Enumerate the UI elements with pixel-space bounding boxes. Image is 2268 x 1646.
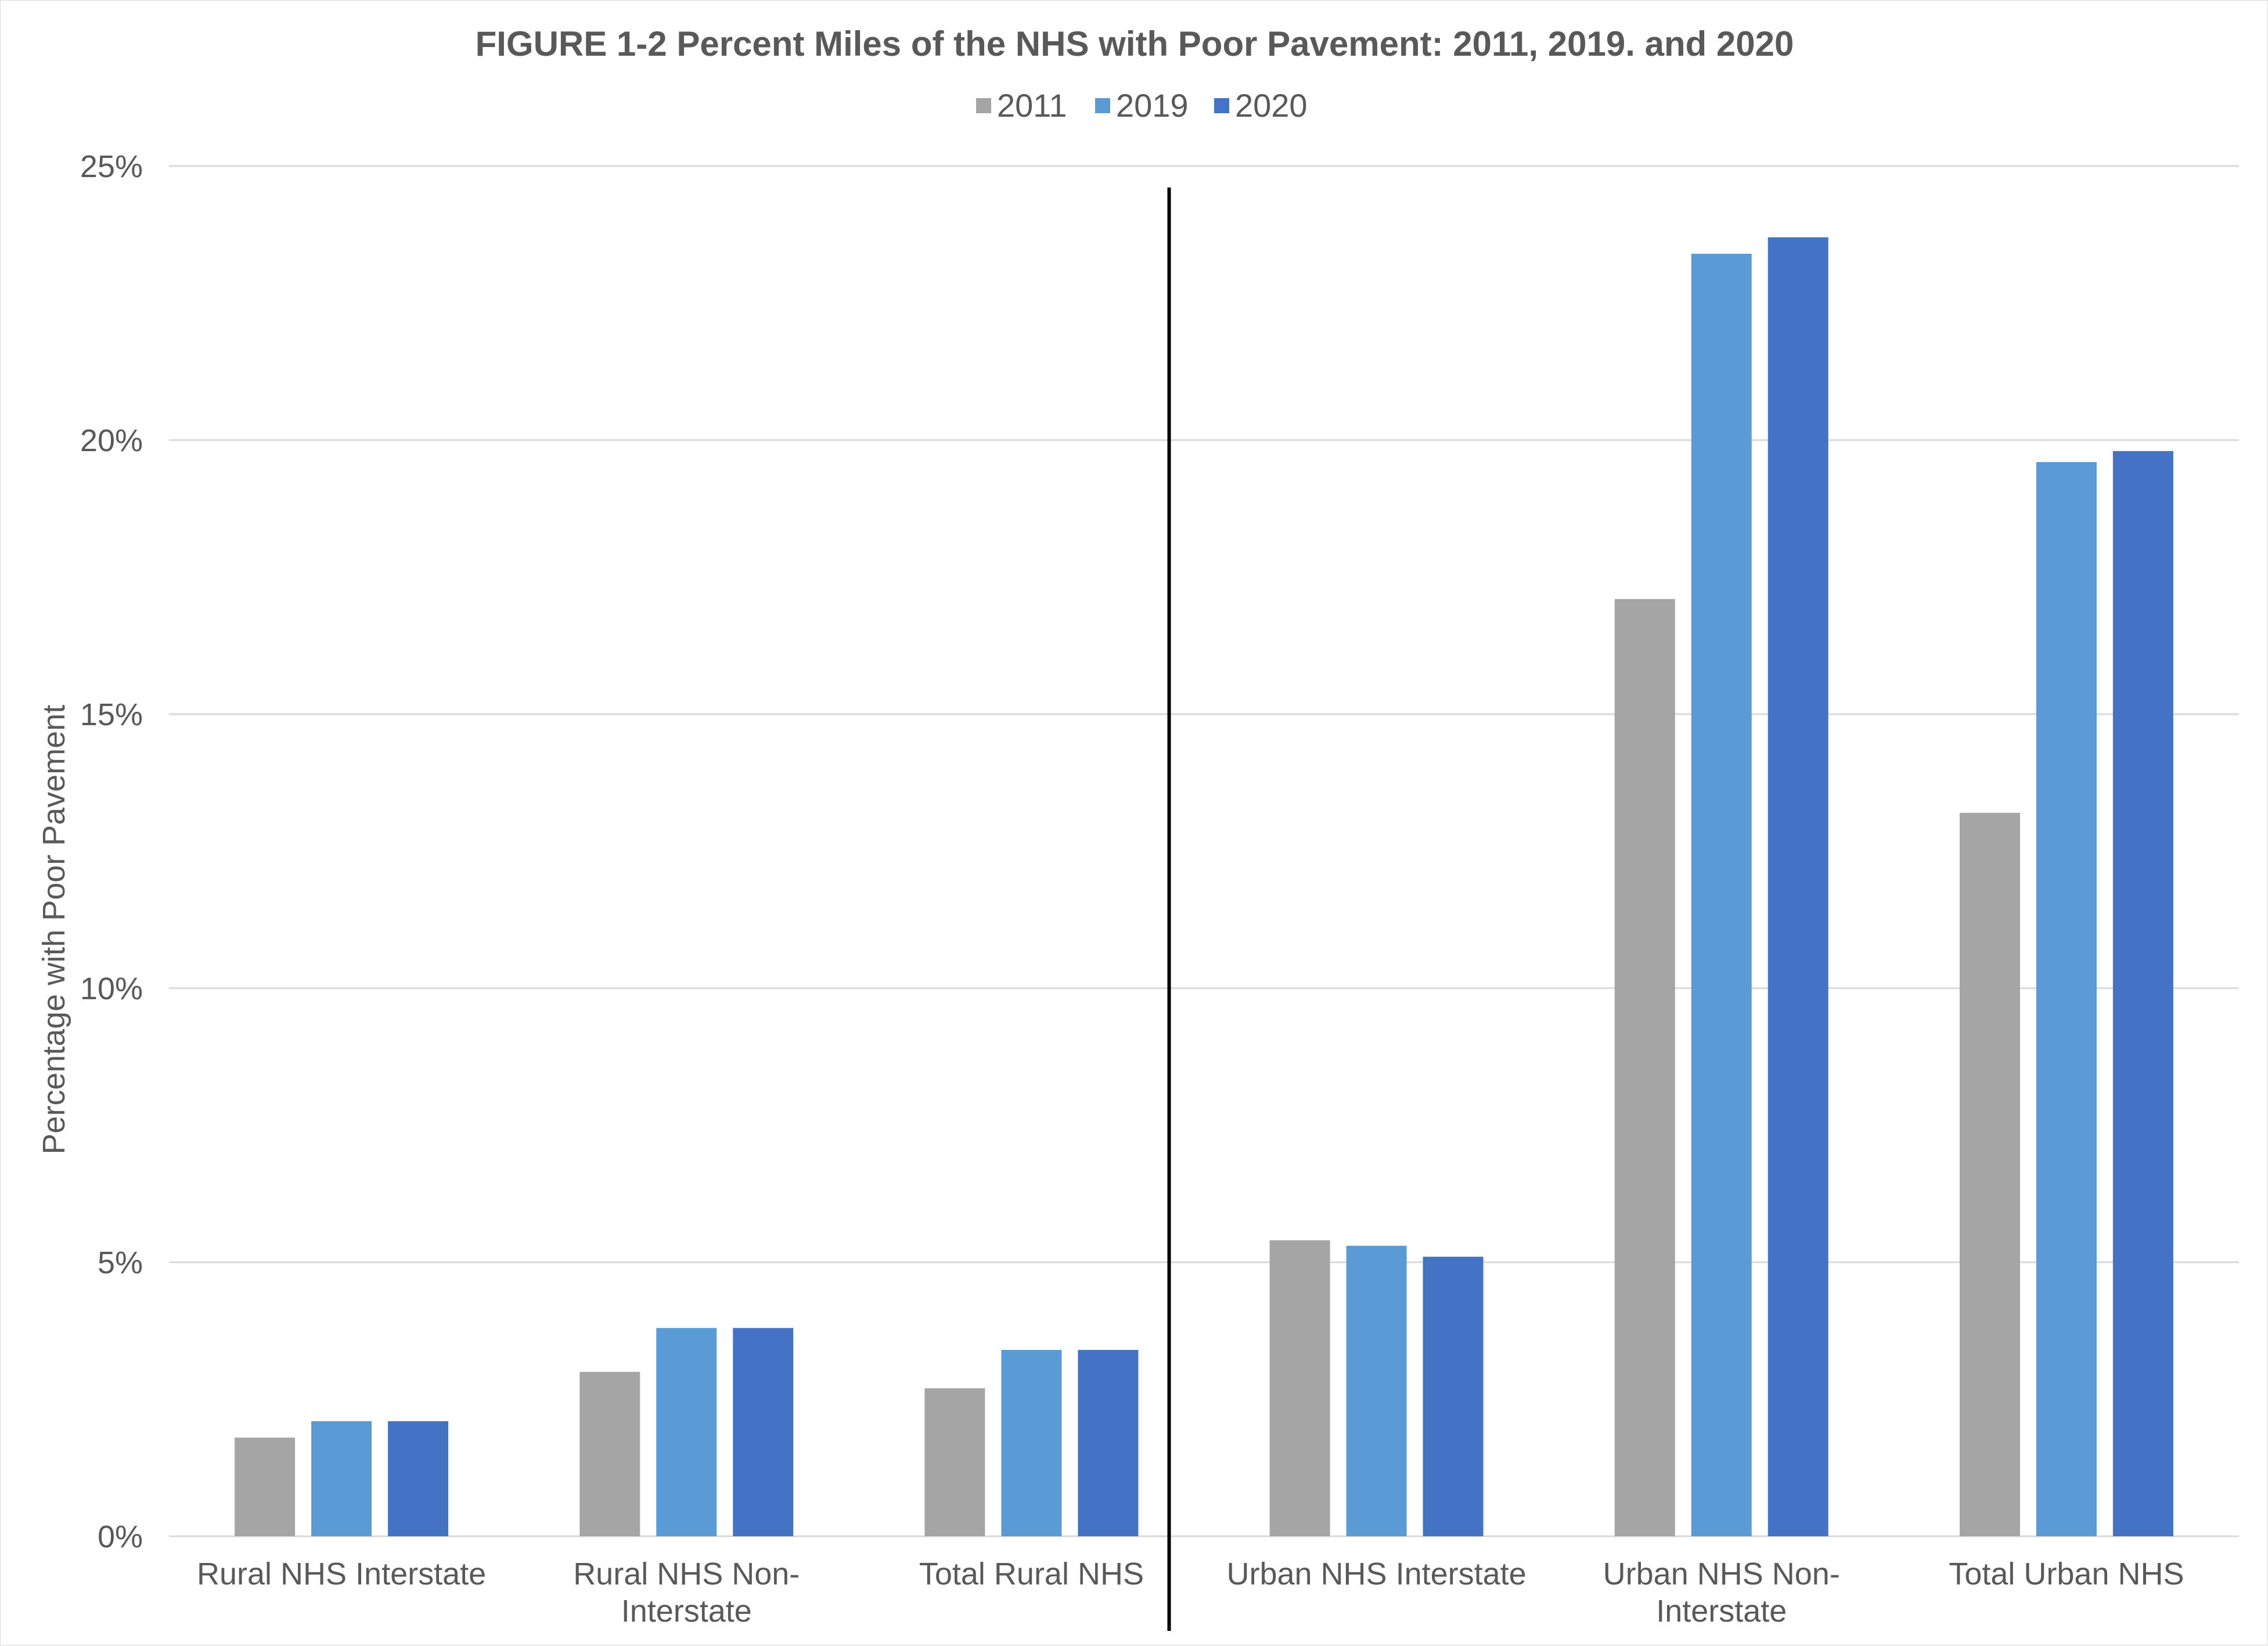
y-axis-label: Percentage with Poor Pavement <box>37 705 71 1154</box>
bar-2011-cat-1 <box>579 1371 640 1536</box>
y-tick-label: 25% <box>80 149 143 184</box>
bar-2011-cat-4 <box>1614 599 1675 1536</box>
bar-2019-cat-1 <box>656 1328 717 1536</box>
x-category-label: Rural NHS Non- <box>573 1557 800 1591</box>
x-category-label: Total Rural NHS <box>919 1557 1144 1591</box>
legend-label-2011: 2011 <box>997 87 1067 124</box>
bar-2011-cat-0 <box>235 1438 296 1536</box>
bar-2020-cat-1 <box>733 1328 794 1536</box>
y-tick-label: 10% <box>80 971 143 1006</box>
y-axis-ticks: 0% 5% 10% 15% 20% 25% <box>80 149 143 1554</box>
x-axis-categories: Rural NHS Interstate Rural NHS Non-Inters… <box>197 1557 2184 1629</box>
gridlines <box>169 165 2239 1537</box>
x-category-label: Interstate <box>621 1594 752 1629</box>
y-tick-label: 15% <box>80 697 143 732</box>
x-category-label: Rural NHS Interstate <box>197 1557 486 1591</box>
bar-2019-cat-5 <box>2036 462 2097 1536</box>
bar-2019-cat-2 <box>1001 1350 1062 1536</box>
bar-2020-cat-2 <box>1078 1350 1139 1536</box>
bar-2020-cat-5 <box>2112 451 2173 1536</box>
legend: 2011 2019 2020 <box>976 87 1308 124</box>
chart-title: FIGURE 1-2 Percent Miles of the NHS with… <box>476 24 1794 63</box>
legend-label-2020: 2020 <box>1235 87 1308 124</box>
bar-2020-cat-0 <box>388 1421 449 1536</box>
bar-2019-cat-3 <box>1346 1245 1407 1536</box>
legend-label-2019: 2019 <box>1116 87 1189 124</box>
bar-2011-cat-3 <box>1269 1240 1330 1536</box>
bar-2019-cat-4 <box>1691 254 1752 1536</box>
legend-swatch-2020 <box>1214 98 1229 113</box>
x-category-label: Urban NHS Interstate <box>1226 1557 1526 1591</box>
bar-2020-cat-4 <box>1767 237 1828 1537</box>
y-tick-label: 0% <box>98 1519 143 1554</box>
bar-2011-cat-2 <box>924 1388 985 1536</box>
bar-2019-cat-0 <box>311 1421 372 1536</box>
legend-swatch-2019 <box>1095 98 1110 113</box>
x-category-label: Interstate <box>1656 1594 1787 1629</box>
bar-2011-cat-5 <box>1959 812 2020 1536</box>
y-tick-label: 5% <box>98 1245 143 1280</box>
y-tick-label: 20% <box>80 423 143 458</box>
bars <box>235 237 2173 1537</box>
x-category-label: Urban NHS Non- <box>1603 1557 1840 1591</box>
x-category-label: Total Urban NHS <box>1949 1557 2184 1591</box>
legend-swatch-2011 <box>976 98 991 113</box>
bar-2020-cat-3 <box>1423 1256 1484 1536</box>
